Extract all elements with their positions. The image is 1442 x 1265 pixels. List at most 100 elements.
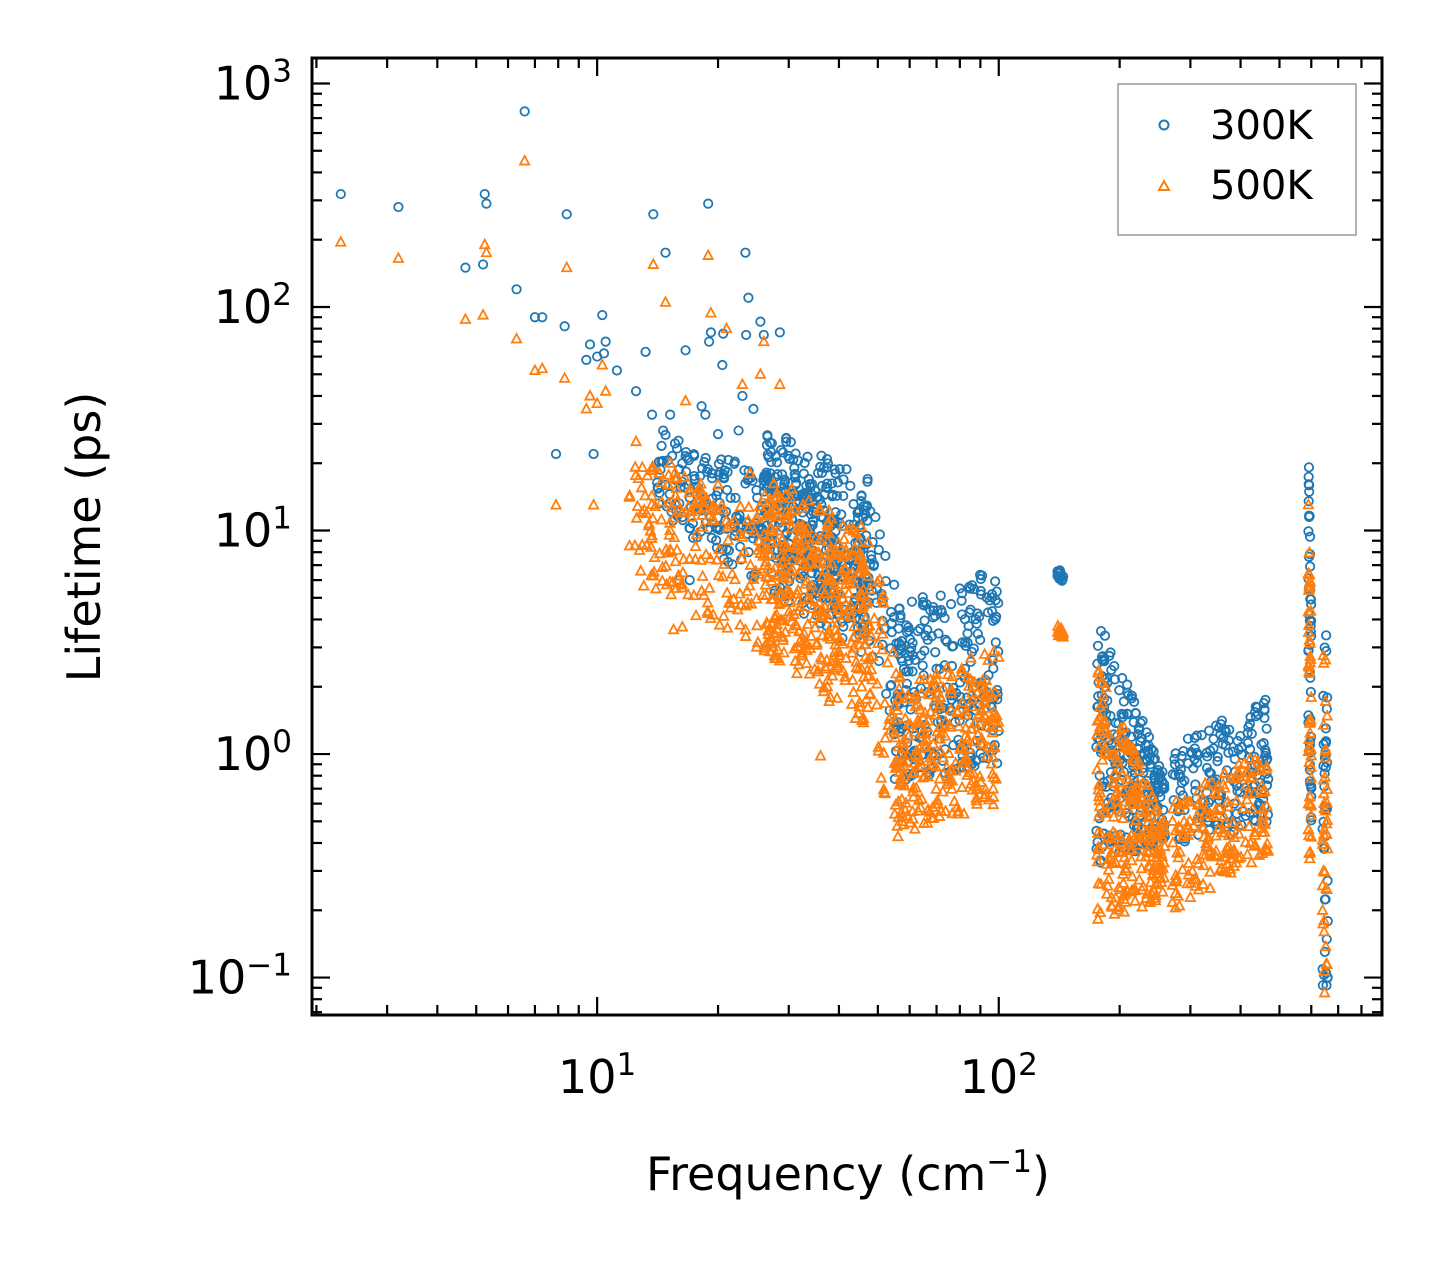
point-500k [776, 533, 789, 545]
point-500k [915, 686, 928, 699]
point-500k [775, 569, 788, 582]
point-500k [932, 686, 945, 698]
point-500k [899, 796, 913, 808]
point-500k [918, 734, 931, 747]
point-500k [752, 567, 766, 579]
point-500k [1245, 855, 1258, 868]
point-500k [1132, 824, 1145, 837]
point-300k [703, 198, 714, 209]
point-500k [856, 599, 870, 611]
point-500k [1112, 900, 1125, 912]
point-500k [723, 595, 736, 608]
point-500k [1107, 767, 1121, 779]
point-300k [598, 348, 610, 359]
point-300k [1110, 717, 1121, 729]
point-500k [717, 609, 730, 621]
point-500k [1156, 861, 1170, 873]
legend-label-500k: 500K [1210, 163, 1314, 209]
point-500k [758, 547, 771, 559]
point-300k [1303, 496, 1314, 507]
point-500k [1258, 825, 1271, 837]
point-300k [1261, 723, 1272, 734]
point-500k [961, 731, 975, 744]
point-300k [717, 359, 728, 371]
legend: 300K 500K [1117, 83, 1357, 236]
point-300k [965, 583, 976, 594]
point-300k [701, 466, 713, 477]
point-300k [1137, 715, 1148, 727]
point-500k [549, 498, 563, 510]
point-500k [982, 740, 995, 752]
point-300k [762, 430, 773, 441]
point-500k [1090, 727, 1104, 739]
point-500k [1117, 876, 1130, 888]
point-500k [763, 508, 776, 521]
point-300k [822, 478, 833, 489]
point-500k [917, 672, 931, 685]
point-500k [1173, 845, 1187, 857]
point-500k [871, 677, 884, 689]
point-500k [956, 695, 969, 708]
point-500k [854, 632, 867, 644]
point-500k [895, 805, 908, 818]
point-500k [632, 471, 645, 484]
point-500k [1166, 814, 1179, 826]
point-500k [1120, 857, 1133, 869]
point-500k [1144, 875, 1157, 888]
point-300k [838, 474, 849, 485]
point-300k [981, 592, 992, 603]
point-500k [879, 731, 892, 743]
point-500k [1142, 859, 1155, 871]
point-500k [672, 569, 685, 581]
point-500k [800, 643, 814, 656]
point-300k [777, 469, 788, 480]
point-500k [1218, 816, 1231, 828]
point-500k [853, 695, 866, 708]
point-500k [754, 499, 767, 511]
point-500k [769, 560, 782, 573]
point-500k [1170, 794, 1183, 806]
legend-marker-500k [1157, 178, 1171, 191]
point-500k [596, 358, 609, 370]
point-500k [757, 334, 770, 347]
point-300k [866, 550, 877, 561]
point-300k [687, 518, 698, 529]
point-500k [979, 696, 992, 708]
point-300k [479, 188, 490, 200]
point-500k [831, 661, 845, 673]
point-300k [915, 683, 926, 694]
point-500k [676, 565, 690, 578]
point-300k [705, 327, 717, 338]
point-300k [749, 571, 760, 582]
point-500k [676, 620, 689, 632]
point-500k [1141, 816, 1154, 828]
legend-box [1117, 83, 1357, 236]
point-300k [948, 740, 959, 751]
point-500k [767, 476, 780, 489]
point-300k [922, 634, 933, 645]
point-300k [660, 247, 671, 258]
point-500k [794, 599, 807, 612]
point-500k [990, 708, 1003, 720]
point-300k [984, 595, 995, 606]
point-300k [816, 467, 828, 479]
point-500k [1197, 792, 1210, 805]
point-500k [788, 642, 801, 654]
point-500k [636, 538, 649, 550]
point-500k [734, 618, 747, 630]
point-500k [813, 533, 827, 545]
point-300k [862, 476, 873, 487]
point-500k [986, 711, 999, 724]
point-300k [918, 600, 930, 611]
point-500k [721, 520, 734, 533]
point-300k [630, 386, 642, 397]
point-500k [1177, 830, 1190, 842]
point-300k [888, 612, 900, 623]
point-500k [1191, 798, 1204, 810]
point-300k [707, 473, 718, 484]
point-500k [528, 363, 542, 375]
point-500k [850, 655, 863, 667]
point-300k [584, 339, 596, 350]
point-500k [717, 502, 730, 515]
point-500k [816, 569, 829, 582]
